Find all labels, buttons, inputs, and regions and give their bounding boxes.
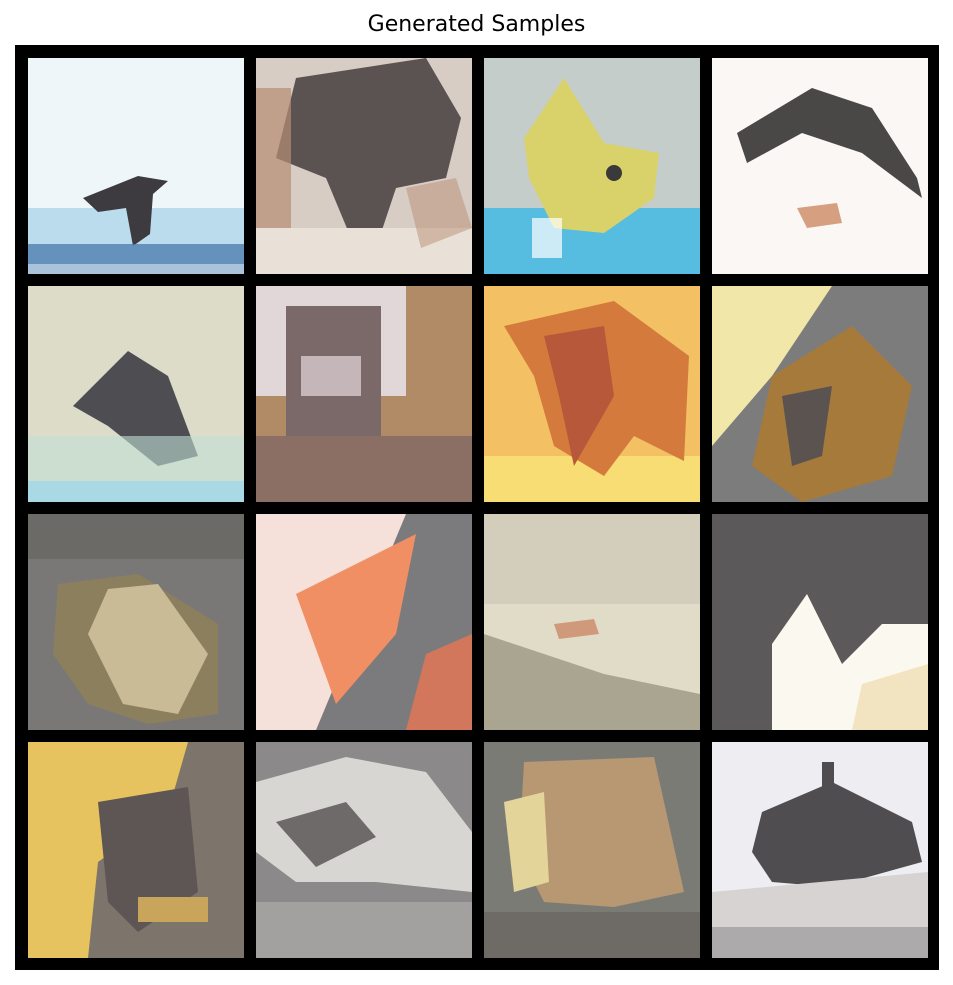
- figure-title: Generated Samples: [367, 12, 586, 37]
- sample-image-r2c2-art: [256, 286, 472, 502]
- sample-image-r4c4: [712, 742, 928, 958]
- sample-image-r1c3-art: [484, 58, 700, 274]
- sample-image-r1c4-art: [712, 58, 928, 274]
- sample-image-r3c3: [484, 514, 700, 730]
- sample-image-r1c2: [256, 58, 472, 274]
- sample-image-r2c2: [256, 286, 472, 502]
- sample-image-r3c2: [256, 514, 472, 730]
- sample-image-r3c4: [712, 514, 928, 730]
- sample-grid: [15, 45, 939, 970]
- sample-image-r3c1: [28, 514, 244, 730]
- sample-image-r1c2-art: [256, 58, 472, 274]
- sample-image-r2c4: [712, 286, 928, 502]
- sample-image-r3c1-art: [28, 514, 244, 730]
- sample-image-r4c3: [484, 742, 700, 958]
- sample-image-r4c4-art: [712, 742, 928, 958]
- sample-image-r1c4: [712, 58, 928, 274]
- sample-image-r4c2: [256, 742, 472, 958]
- sample-image-r2c1-art: [28, 286, 244, 502]
- sample-image-r4c1-art: [28, 742, 244, 958]
- sample-image-r2c3: [484, 286, 700, 502]
- sample-image-r4c2-art: [256, 742, 472, 958]
- sample-image-r4c1: [28, 742, 244, 958]
- sample-image-r3c3-art: [484, 514, 700, 730]
- sample-image-r4c3-art: [484, 742, 700, 958]
- sample-image-r2c4-art: [712, 286, 928, 502]
- sample-image-r2c1: [28, 286, 244, 502]
- sample-image-r1c1-art: [28, 58, 244, 274]
- sample-image-r2c3-art: [484, 286, 700, 502]
- sample-image-r1c3: [484, 58, 700, 274]
- sample-image-r3c2-art: [256, 514, 472, 730]
- sample-image-r3c4-art: [712, 514, 928, 730]
- sample-image-r1c1: [28, 58, 244, 274]
